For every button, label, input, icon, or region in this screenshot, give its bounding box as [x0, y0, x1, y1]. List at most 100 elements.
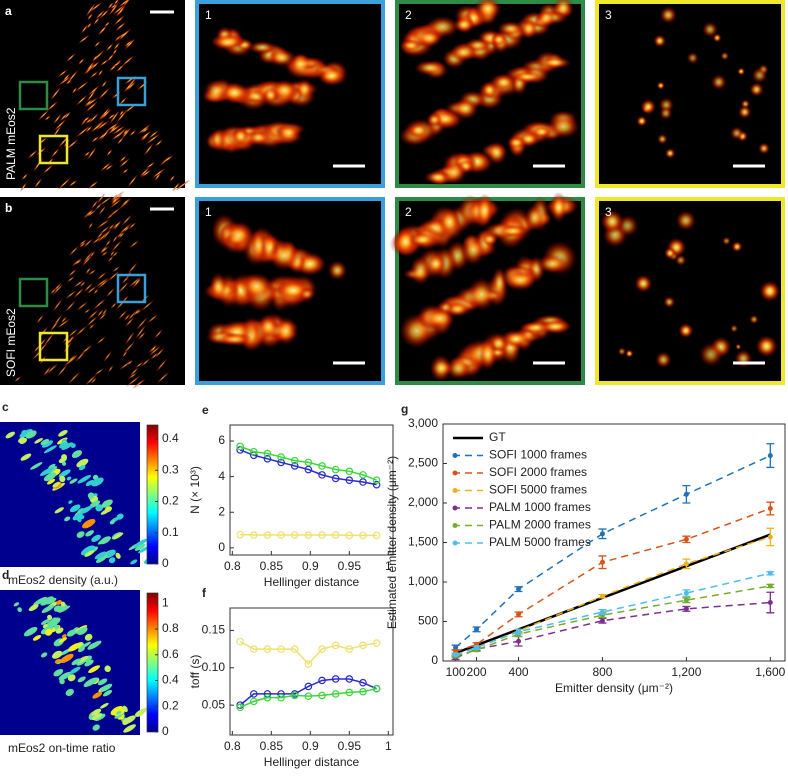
fluorescence-streak: [86, 13, 94, 21]
map-blob: [59, 637, 68, 643]
map-blob: [68, 500, 73, 504]
fluorescence-streak: [83, 150, 91, 158]
x-axis-label: Hellinger distance: [264, 755, 360, 769]
fluorescence-blob: [445, 301, 471, 318]
legend-label: PALM 5000 frames: [489, 535, 591, 549]
panel-letter: a: [5, 4, 12, 18]
map-blob: [21, 429, 27, 435]
fluorescence-streak: [122, 350, 128, 358]
y-axis-label: Estimated emitter density (μm⁻²): [385, 456, 399, 629]
fluorescence-streak: [84, 373, 98, 387]
fluorescence-streak: [105, 42, 114, 52]
data-point: [453, 652, 459, 658]
fluorescence-blob: [209, 272, 228, 301]
fluorescence-blob: [203, 79, 229, 104]
series-line: [455, 601, 771, 659]
fluorescence-streak: [71, 86, 78, 94]
data-point: [599, 559, 605, 565]
map-blob: [69, 478, 78, 484]
fluorescence-streak: [97, 311, 108, 322]
x-tick-label: 0.95: [338, 559, 362, 573]
data-point: [263, 449, 272, 458]
fluorescence-streak: [66, 276, 76, 283]
data-point: [318, 471, 326, 479]
fluorescence-streak: [96, 335, 107, 345]
fluorescence-streak: [98, 195, 114, 207]
data-point: [249, 690, 258, 698]
fluorescence-streak: [109, 250, 115, 257]
panel-letter: d: [2, 568, 9, 582]
inset-number: 2: [405, 8, 412, 22]
x-tick-label: 0.8: [224, 559, 241, 573]
fluorescence-streak: [127, 372, 138, 380]
fluorescence-streak: [57, 68, 68, 78]
map-blob: [135, 710, 145, 717]
fluorescence-blob: [239, 272, 274, 301]
fluorescence-streak: [155, 357, 168, 373]
data-point: [516, 586, 522, 592]
fluorescence-streak: [134, 361, 144, 369]
colorbar-tick-label: 0.8: [162, 621, 179, 635]
colorbar-tick-label: 0.2: [162, 494, 179, 508]
fluorescence-spot: [664, 148, 676, 159]
fluorescence-streak: [107, 1, 114, 10]
data-point: [277, 458, 285, 467]
x-tick-label: 1,600: [755, 665, 785, 679]
fluorescence-spot: [653, 34, 667, 48]
inset-panel: 3: [595, 0, 785, 188]
fluorescence-blob: [327, 260, 348, 281]
fluorescence-streak: [136, 123, 152, 136]
map-blob: [43, 472, 57, 482]
fluorescence-streak: [100, 251, 109, 257]
fluorescence-streak: [135, 316, 149, 331]
fluorescence-streak: [116, 3, 127, 18]
fluorescence-streak: [75, 94, 88, 107]
map-blob: [76, 531, 85, 538]
fluorescence-streak: [87, 180, 99, 190]
image-panel: a PALM mEos2: [0, 0, 190, 192]
data-point: [236, 637, 244, 646]
fluorescence-blob: [449, 43, 477, 62]
fluorescence-streak: [100, 59, 109, 66]
fluorescence-streak: [103, 350, 113, 363]
data-point: [331, 531, 340, 539]
map-blob: [43, 445, 57, 454]
fluorescence-streak: [49, 86, 62, 102]
fluorescence-streak: [75, 301, 89, 312]
fluorescence-spot: [749, 314, 759, 325]
fluorescence-streak: [146, 313, 159, 324]
map-blob: [25, 430, 37, 439]
map-blob: [41, 604, 55, 614]
fluorescence-streak: [110, 196, 119, 206]
x-tick-label: 100: [446, 665, 466, 679]
fluorescence-streak: [68, 179, 78, 188]
y-tick-label: 2: [218, 504, 225, 518]
map-blob: [92, 691, 103, 699]
y-tick-label: 0.05: [202, 697, 226, 711]
fluorescence-blob: [497, 224, 529, 238]
data-point: [277, 645, 285, 653]
fluorescence-streak: [90, 235, 103, 245]
map-blob: [53, 668, 64, 677]
fluorescence-blob: [490, 32, 507, 47]
fluorescence-streak: [83, 308, 91, 314]
fluorescence-spot: [729, 126, 744, 141]
fluorescence-streak: [140, 357, 151, 368]
fluorescence-blob: [550, 191, 568, 223]
fluorescence-streak: [72, 279, 85, 289]
fluorescence-streak: [90, 377, 98, 384]
map-blob: [88, 643, 97, 649]
fluorescence-blob: [445, 356, 472, 380]
legend-marker: [452, 505, 458, 511]
y-tick-label: 1,500: [408, 535, 438, 549]
fluorescence-streak: [74, 324, 88, 337]
fluorescence-spot: [634, 274, 653, 293]
fluorescence-streak: [118, 109, 125, 117]
fluorescence-spot: [657, 133, 668, 145]
fluorescence-streak: [113, 0, 120, 6]
map-blob: [72, 513, 83, 521]
fluorescence-streak: [96, 271, 108, 281]
fluorescence-streak: [106, 123, 122, 136]
fluorescence-blob: [440, 160, 468, 184]
fluorescence-streak: [127, 261, 139, 275]
